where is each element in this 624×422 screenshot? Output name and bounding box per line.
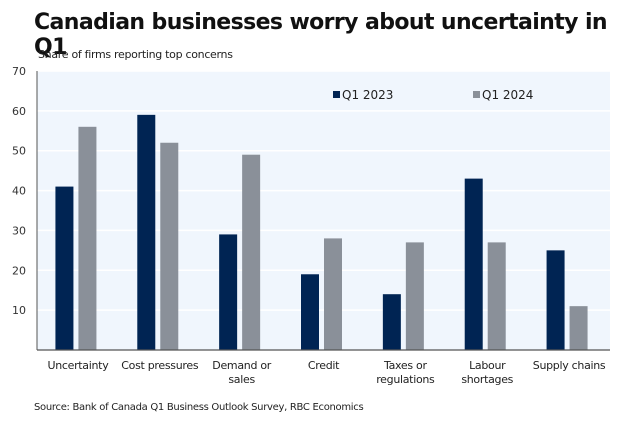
bar-q1-2024 [160, 142, 179, 350]
x-tick-label: Taxes or [383, 359, 427, 372]
source-note: Source: Bank of Canada Q1 Business Outlo… [34, 402, 364, 413]
y-tick-label: 40 [12, 185, 26, 198]
y-tick-label: 50 [12, 145, 26, 158]
legend-swatch [473, 91, 480, 98]
x-tick-label: Uncertainty [47, 359, 109, 372]
bar-q1-2024 [405, 242, 424, 350]
y-tick-label: 30 [12, 224, 26, 237]
x-tick-label: regulations [376, 373, 435, 386]
bar-q1-2024 [569, 306, 588, 350]
chart-subtitle: Share of firms reporting top concerns [38, 48, 233, 61]
x-tick-label: Credit [308, 359, 340, 372]
bars [55, 114, 588, 350]
bar-q1-2024 [78, 126, 97, 350]
bar-q1-2023 [137, 114, 156, 350]
bar-q1-2023 [382, 294, 401, 350]
x-tick-label: Demand or [212, 359, 271, 372]
bar-q1-2024 [242, 154, 261, 350]
gridlines [37, 70, 610, 311]
x-tick-label: Supply chains [533, 359, 606, 372]
bar-q1-2023 [546, 250, 565, 350]
legend-label: Q1 2024 [482, 88, 533, 102]
x-tick-label: Labour [469, 359, 506, 372]
x-tick-label: sales [228, 373, 255, 386]
bar-q1-2023 [301, 274, 319, 350]
y-tick-label: 20 [12, 264, 26, 277]
x-tick-label: Cost pressures [121, 359, 199, 372]
bar-q1-2023 [219, 234, 238, 350]
bar-q1-2024 [324, 238, 342, 350]
x-tick-label: shortages [461, 373, 513, 386]
legend-label: Q1 2023 [342, 88, 393, 102]
plot-area [37, 71, 610, 350]
y-tick-label: 60 [12, 105, 26, 118]
legend-swatch [333, 91, 340, 98]
bar-q1-2023 [55, 186, 74, 350]
y-tick-label: 70 [12, 65, 26, 78]
y-axis: 10 20 30 40 50 60 70 [12, 65, 610, 351]
chart-title: Canadian businesses worry about uncertai… [34, 10, 608, 60]
bar-q1-2023 [464, 178, 483, 350]
y-tick-label: 10 [12, 304, 26, 317]
bar-q1-2024 [487, 242, 506, 350]
legend: Q1 2023 Q1 2024 [333, 88, 533, 102]
